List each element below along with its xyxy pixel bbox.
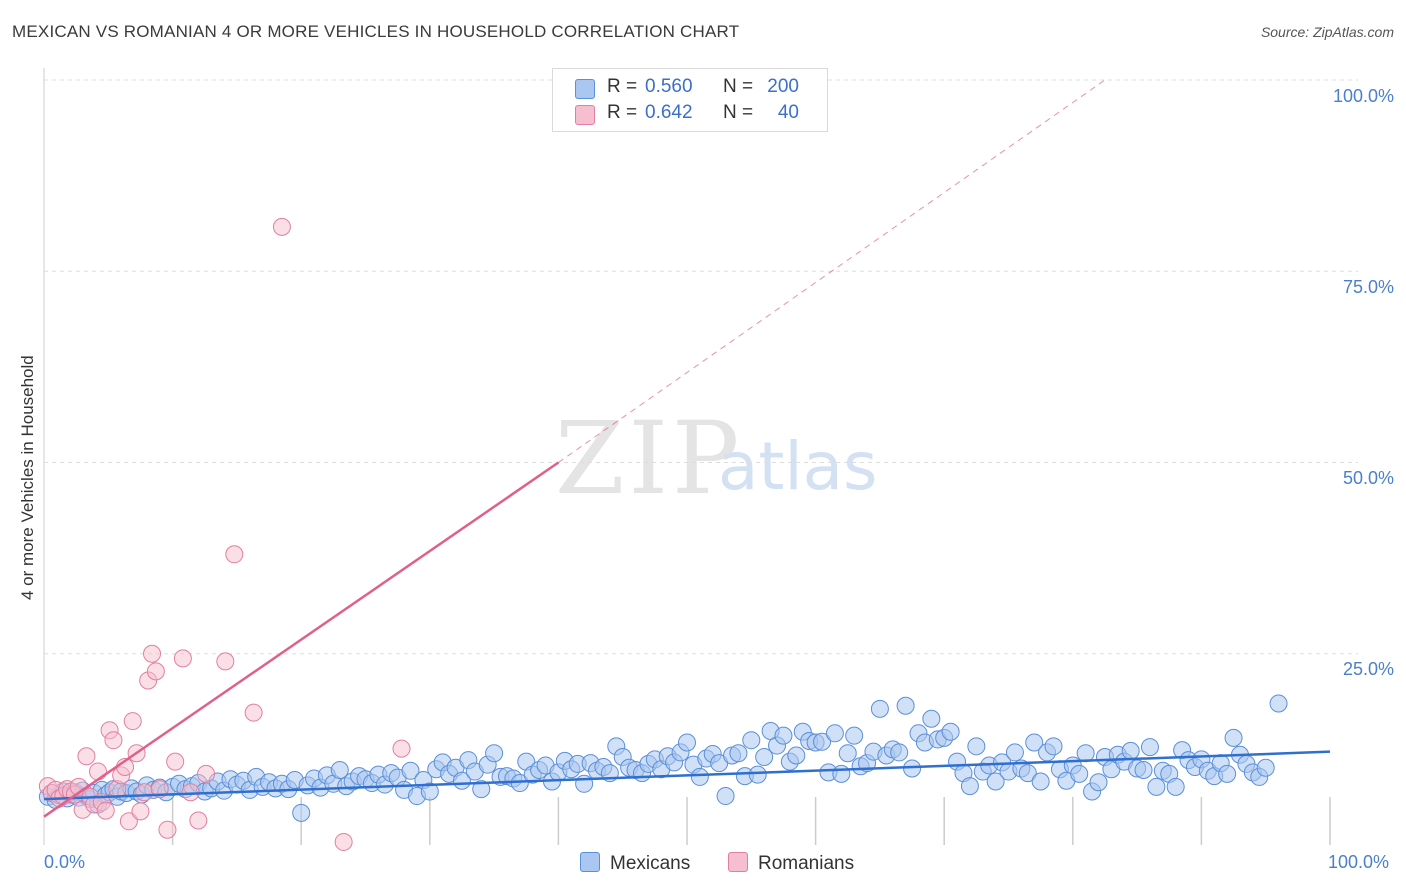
mexicans-point xyxy=(292,803,311,822)
mexicans-point xyxy=(748,765,767,784)
mexicans-point xyxy=(729,744,748,763)
mexicans-point xyxy=(1269,694,1288,713)
legend-r-label: R = xyxy=(607,102,638,123)
mexicans-point xyxy=(1089,773,1108,792)
mexicans-point xyxy=(813,732,832,751)
y-tick-label-75: 75.0% xyxy=(1342,277,1394,297)
mexicans-point xyxy=(1044,737,1063,756)
mexicans-point xyxy=(1031,772,1050,791)
mexicans-point xyxy=(678,733,696,752)
mexicans-point xyxy=(922,709,941,728)
mexicans-point xyxy=(787,746,806,765)
mexicans-point xyxy=(960,777,979,796)
mexicans-point xyxy=(1166,777,1185,796)
mexicans-point xyxy=(825,724,844,743)
romanians-point xyxy=(150,780,169,799)
mexicans-point xyxy=(1005,743,1024,762)
romanians-point xyxy=(189,811,208,830)
mexicans-point xyxy=(941,722,960,741)
x-tick-label-100: 100.0% xyxy=(1328,852,1390,872)
legend-n-label: N = xyxy=(723,102,754,123)
bottom-legend-romanians: Romanians xyxy=(728,852,854,875)
romanians-point xyxy=(123,712,142,731)
legend-n-value: 200 xyxy=(767,76,799,97)
romanians-point xyxy=(119,812,138,831)
romanians-swatch xyxy=(575,105,595,125)
legend: R = 0.560 N = 200 R = 0.642 N = 40 xyxy=(552,68,828,132)
romanians-point xyxy=(143,644,162,663)
mexicans-point xyxy=(1121,741,1140,760)
romanians-point xyxy=(89,762,108,781)
legend-n-label: N = xyxy=(723,76,754,97)
romanians-point xyxy=(216,652,235,671)
mexicans-point xyxy=(1134,761,1153,780)
bottom-legend-mexicans: Mexicans xyxy=(580,852,690,875)
romanians-point xyxy=(181,783,200,802)
romanians-point xyxy=(173,649,192,668)
mexicans-legend-label: Mexicans xyxy=(610,853,691,874)
mexicans-point xyxy=(967,737,986,756)
y-tick-label-50: 50.0% xyxy=(1342,468,1394,488)
romanians-point xyxy=(225,545,244,564)
mexicans-point xyxy=(1224,728,1243,747)
mexicans-point xyxy=(742,731,761,750)
mexicans-point xyxy=(845,726,864,745)
y-tick-label-25: 25.0% xyxy=(1342,659,1394,679)
legend-r-value: 0.560 xyxy=(645,76,693,97)
romanians-point xyxy=(96,801,115,820)
romanians-point xyxy=(146,662,165,681)
mexicans-point xyxy=(832,764,851,783)
chart-title: MEXICAN VS ROMANIAN 4 OR MORE VEHICLES I… xyxy=(12,22,740,41)
mexicans-point xyxy=(1025,733,1044,752)
mexicans-point xyxy=(1070,764,1089,783)
mexicans-point xyxy=(401,761,420,780)
mexicans-trend-line xyxy=(43,750,1331,801)
mexicans-point xyxy=(472,780,491,799)
romanians-point xyxy=(166,752,185,771)
legend-r-label: R = xyxy=(607,76,638,97)
mexicans-point xyxy=(1140,738,1159,757)
mexicans-point xyxy=(838,744,857,763)
romanians-trend-line xyxy=(43,461,560,818)
mexicans-point xyxy=(755,748,774,767)
x-tick-label-0: 0.0% xyxy=(44,852,86,872)
watermark-atlas: atlas xyxy=(718,428,878,505)
romanians-point xyxy=(272,217,291,236)
romanians-legend-label: Romanians xyxy=(758,853,855,874)
legend-n-value: 40 xyxy=(777,102,799,123)
romanians-point xyxy=(392,739,411,758)
mexicans-legend-swatch xyxy=(580,852,600,872)
romanians-legend-swatch xyxy=(728,852,748,872)
mexicans-point xyxy=(485,744,504,763)
mexicans-point xyxy=(716,787,735,806)
mexicans-point xyxy=(1076,744,1095,763)
mexicans-point xyxy=(1218,764,1237,783)
mexicans-point xyxy=(690,767,709,786)
mexicans-point xyxy=(1147,777,1166,796)
mexicans-point xyxy=(870,699,889,718)
y-tick-label-100: 100.0% xyxy=(1332,86,1394,106)
mexicans-point xyxy=(1018,764,1037,783)
romanians-point xyxy=(197,764,216,783)
source-label: Source: ZipAtlas.com xyxy=(1260,24,1394,40)
romanians-point xyxy=(244,703,263,722)
mexicans-point xyxy=(890,743,909,762)
mexicans-point xyxy=(420,782,439,801)
romanians-point xyxy=(131,802,150,821)
mexicans-point xyxy=(986,772,1005,791)
mexicans-swatch xyxy=(575,79,595,99)
mexicans-point xyxy=(1256,758,1275,777)
romanians-trend-extension xyxy=(558,79,1106,463)
romanians-point xyxy=(77,747,96,766)
watermark-zip: ZIP xyxy=(555,400,744,517)
romanians-point xyxy=(158,820,177,839)
romanians-point xyxy=(334,832,353,851)
mexicans-point xyxy=(330,761,349,780)
mexicans-point xyxy=(896,696,915,715)
romanians-point xyxy=(135,783,154,802)
romanians-point xyxy=(104,731,123,750)
legend-r-value: 0.642 xyxy=(645,102,693,123)
mexicans-point xyxy=(774,726,793,745)
